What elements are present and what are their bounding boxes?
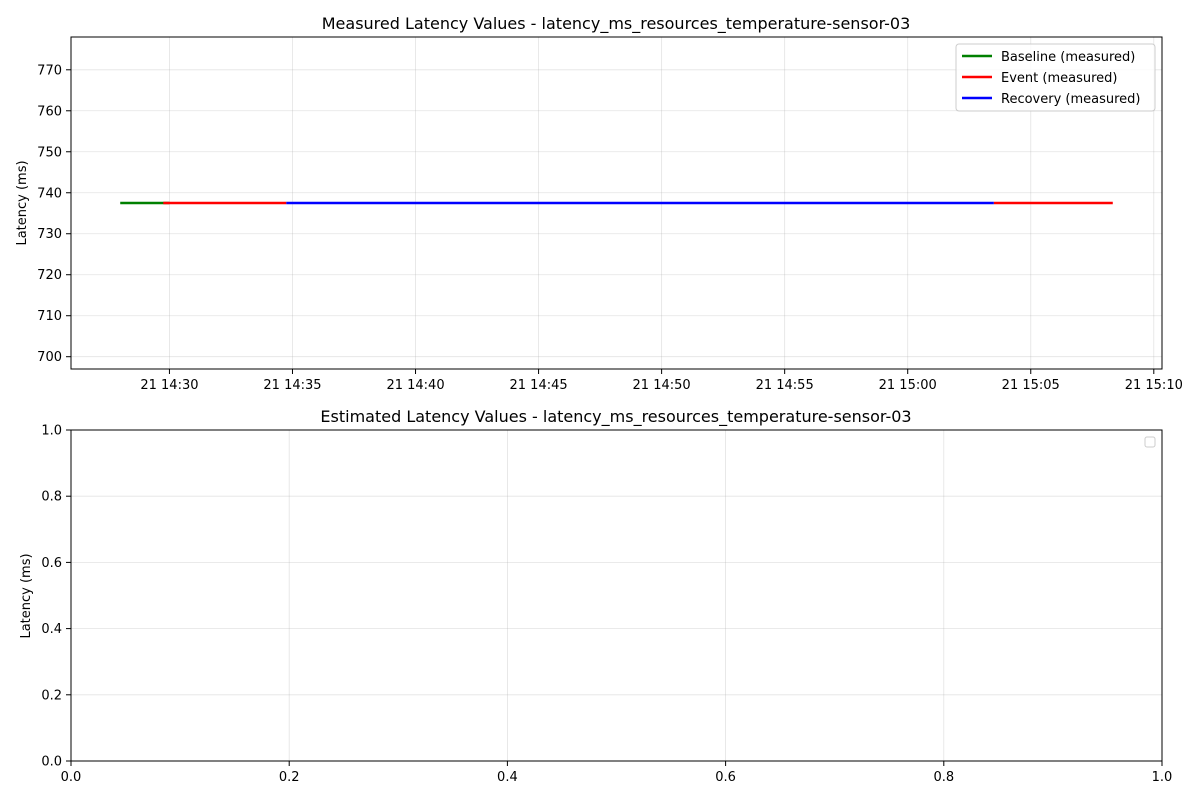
- legend-item-recovery: Recovery (measured): [1001, 92, 1141, 107]
- y-tick-label: 720: [37, 268, 62, 283]
- y-tick-label: 1.0: [41, 424, 62, 439]
- x-axis: 0.0 0.2 0.4 0.6 0.8 1.0: [61, 761, 1173, 785]
- x-tick-label: 21 14:50: [633, 378, 691, 393]
- measured-latency-chart: Measured Latency Values - latency_ms_res…: [15, 14, 1183, 393]
- y-tick-label: 760: [37, 104, 62, 119]
- plot-frame: [70, 429, 1163, 762]
- x-tick-label: 21 14:45: [510, 378, 568, 393]
- plot-frame: [70, 36, 1163, 370]
- empty-legend-box: [1144, 436, 1156, 448]
- legend: Baseline (measured) Event (measured) Rec…: [955, 43, 1156, 112]
- x-tick-label: 21 15:10: [1125, 378, 1183, 393]
- y-tick-label: 750: [37, 145, 62, 160]
- y-tick-label: 770: [37, 63, 62, 78]
- x-tick-label: 21 14:35: [263, 378, 321, 393]
- chart-title: Measured Latency Values - latency_ms_res…: [322, 14, 911, 34]
- grid: [71, 37, 1162, 369]
- x-tick-label: 1.0: [1152, 770, 1173, 785]
- legend-box: [955, 43, 1156, 112]
- y-axis: 700 710 720 730 740 750 760 770: [37, 63, 71, 365]
- estimated-latency-chart: Estimated Latency Values - latency_ms_re…: [19, 407, 1172, 785]
- y-axis-label: Latency (ms): [15, 160, 30, 245]
- x-tick-label: 0.0: [61, 770, 82, 785]
- y-tick-label: 700: [37, 350, 62, 365]
- x-tick-label: 21 14:40: [386, 378, 444, 393]
- x-tick-label: 21 14:55: [756, 378, 814, 393]
- x-tick-label: 0.2: [279, 770, 300, 785]
- x-tick-label: 21 15:05: [1002, 378, 1060, 393]
- x-tick-label: 21 15:00: [879, 378, 937, 393]
- x-axis: 21 14:30 21 14:35 21 14:40 21 14:45 21 14:50…: [140, 369, 1183, 393]
- chart-title: Estimated Latency Values - latency_ms_re…: [320, 407, 911, 427]
- y-axis: 0.0 0.2 0.4 0.6 0.8 1.0: [41, 424, 71, 770]
- x-tick-label: 0.4: [497, 770, 518, 785]
- x-tick-label: 0.8: [933, 770, 954, 785]
- y-tick-label: 0.8: [41, 490, 62, 505]
- legend-item-baseline: Baseline (measured): [1001, 50, 1135, 65]
- y-tick-label: 0.0: [41, 755, 62, 770]
- y-tick-label: 710: [37, 309, 62, 324]
- y-tick-label: 0.2: [41, 688, 62, 703]
- y-axis-label: Latency (ms): [19, 553, 34, 638]
- legend-item-event: Event (measured): [1001, 71, 1117, 86]
- x-tick-label: 21 14:30: [140, 378, 198, 393]
- grid: [70, 429, 1163, 762]
- y-tick-label: 740: [37, 186, 62, 201]
- y-tick-label: 0.4: [41, 622, 62, 637]
- y-tick-label: 730: [37, 227, 62, 242]
- x-tick-label: 0.6: [715, 770, 736, 785]
- y-tick-label: 0.6: [41, 556, 62, 571]
